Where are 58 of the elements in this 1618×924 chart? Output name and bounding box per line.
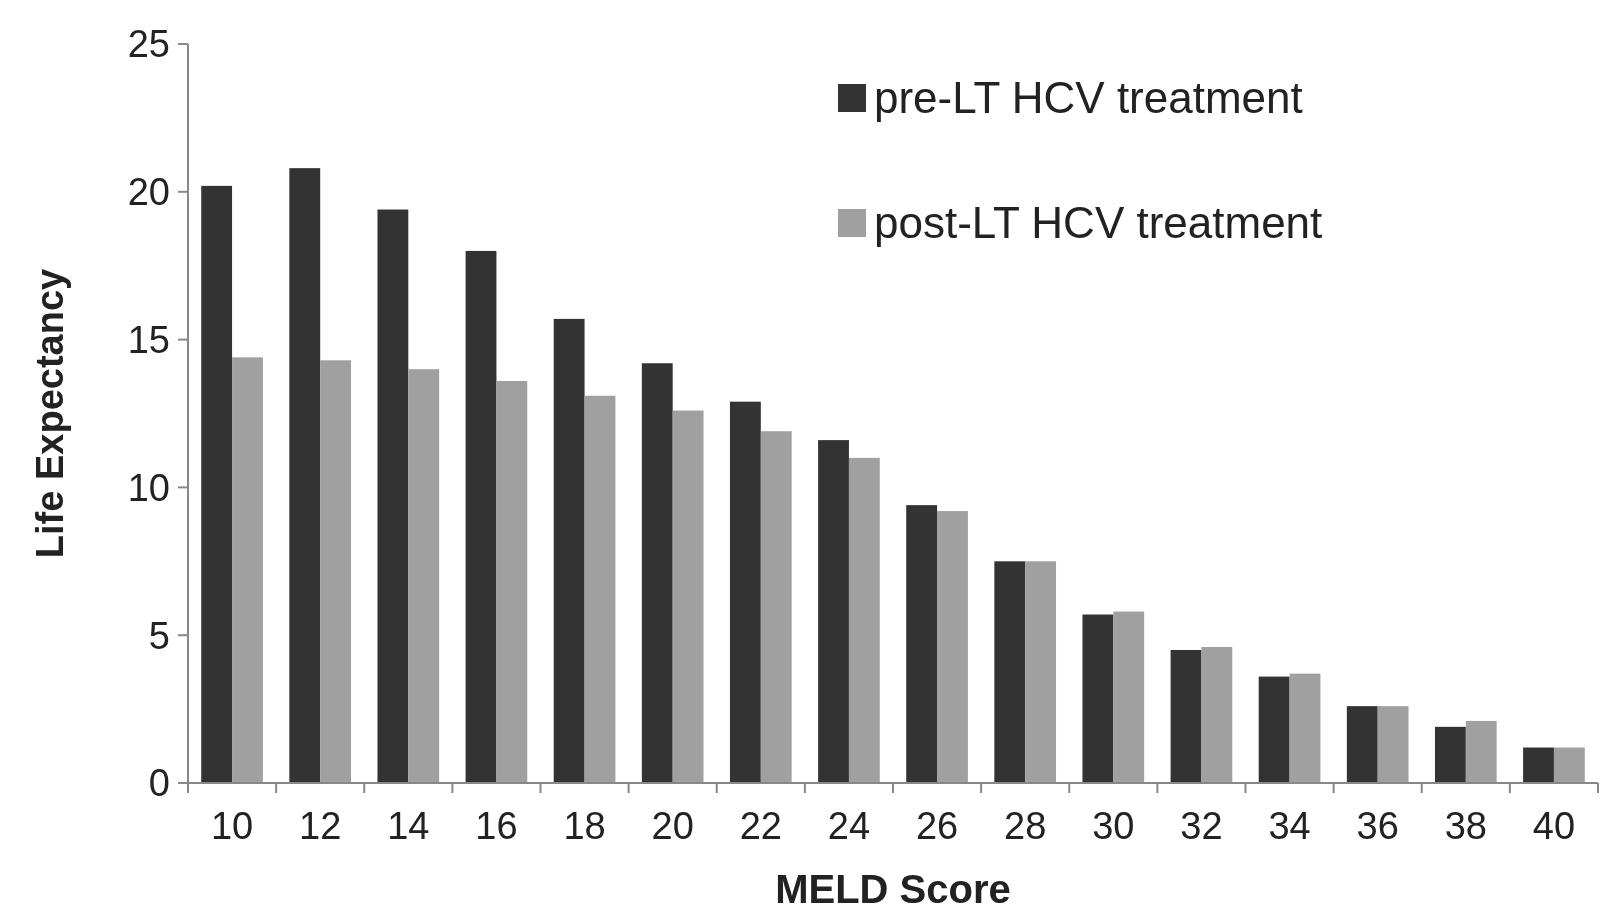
x-tick-label: 28 [1004,805,1047,847]
x-tick-label: 38 [1444,805,1487,847]
bar [584,395,616,783]
bar [1377,706,1409,783]
y-axis-title: Life Expectancy [29,268,71,559]
bar [1201,647,1233,783]
bar [1289,673,1321,783]
y-tick-label: 0 [148,762,170,805]
bar [994,561,1026,783]
bar [1170,649,1202,783]
bar [232,357,263,783]
x-tick-label: 16 [475,805,518,847]
bar [1523,747,1554,783]
x-tick-label: 30 [1092,805,1135,847]
bar [289,168,321,783]
bar [1553,747,1585,783]
legend-label: post-LT HCV treatment [874,198,1323,248]
y-tick-label: 25 [127,23,170,66]
x-tick-label: 20 [651,805,694,847]
y-tick-label: 10 [127,466,170,509]
bar [729,401,761,783]
y-tick-label: 20 [127,171,170,214]
bar [377,209,409,783]
x-axis-title: MELD Score [775,867,1011,911]
bar [1025,561,1057,783]
bar [1113,611,1145,783]
x-tick-label: 24 [827,805,871,847]
bar [937,511,968,783]
x-tick-label: 18 [563,805,606,847]
bar [848,457,880,783]
x-tick-label: 22 [739,805,782,847]
x-tick-label: 26 [915,805,959,847]
bar [818,440,849,783]
x-tick-label: 12 [299,805,342,847]
y-tick-label: 15 [127,318,170,361]
bar [496,380,528,783]
x-tick-label: 36 [1356,805,1399,847]
legend-label: pre-LT HCV treatment [874,73,1303,123]
y-tick-label: 5 [148,614,170,657]
bar [553,318,585,783]
x-tick-label: 32 [1180,805,1223,847]
x-tick-label: 34 [1268,805,1311,847]
bar [906,505,938,783]
bar [320,360,352,783]
bar [408,369,440,783]
bar [1258,676,1290,783]
bar [1465,720,1497,783]
bar [465,250,497,783]
bar [641,363,673,783]
x-tick-label: 10 [210,805,254,847]
bar [1434,726,1466,783]
x-tick-label: 14 [387,805,430,847]
x-tick-label: 40 [1532,805,1576,847]
bar [201,185,233,783]
bar [1346,706,1378,783]
bar [760,431,792,783]
bar [1082,614,1114,783]
bar [672,410,704,783]
